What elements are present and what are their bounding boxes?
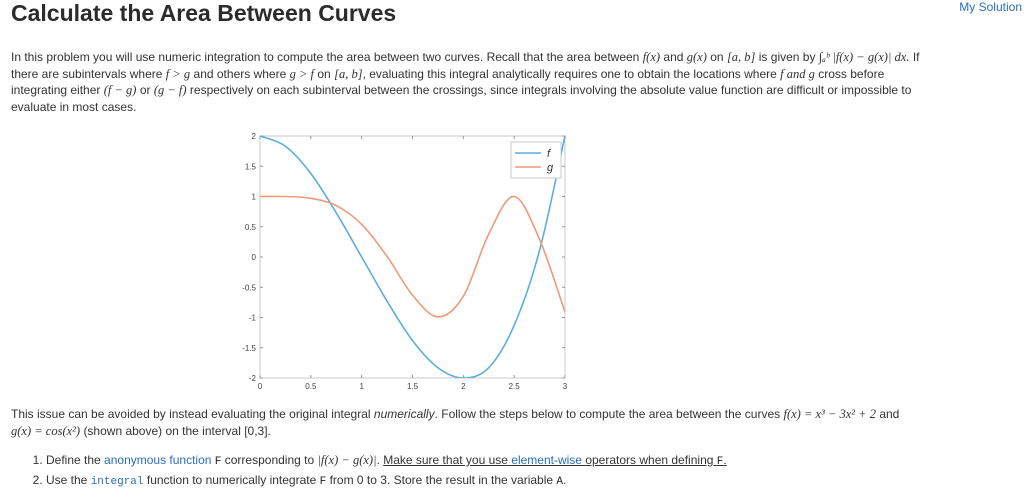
intro-text: respectively on each subinterval between… <box>189 83 912 97</box>
page-title: Calculate the Area Between Curves <box>11 0 397 26</box>
code-F: F <box>319 476 327 488</box>
series-line-f <box>260 136 565 378</box>
math-f-definition: f(x) = x³ − 3x² + 2 <box>783 407 876 421</box>
y-tick-label: 1.5 <box>245 162 257 171</box>
intro-text: is given by <box>758 50 816 64</box>
intro-text: on <box>317 66 331 81</box>
step-text: from 0 to 3. Store the result in the var… <box>329 473 554 487</box>
math-g-minus-f: (g − f) <box>153 83 187 97</box>
intro-text: In this problem you will use numeric int… <box>11 50 640 64</box>
math-f-minus-g: (f − g) <box>103 83 137 97</box>
legend-box <box>510 141 562 179</box>
legend-label-f: f <box>547 148 551 160</box>
step-text: function to numerically integrate <box>146 473 317 487</box>
body-paragraph: This issue can be avoided by instead eva… <box>11 406 1011 439</box>
plot-svg: 0 0.5 1 1.5 2 2.5 3 -2 -1.5 -1 -0.5 0 0.5 1 1.5 2 fg <box>242 132 568 391</box>
intro-text: on <box>710 50 724 64</box>
x-tick-label: 2 <box>461 382 466 391</box>
step-item: Use the integral function to numerically… <box>46 471 727 491</box>
math-integral: ∫ₐᵇ |f(x) − g(x)| dx. <box>818 50 910 64</box>
y-tick-label: -0.5 <box>242 283 256 292</box>
elementwise-note: Make sure that you use element-wise oper… <box>383 453 727 468</box>
intro-text: or <box>139 83 151 97</box>
body-text: This issue can be avoided by instead eva… <box>11 407 371 421</box>
math-f-x: f(x) <box>642 50 661 64</box>
code-F: F <box>716 456 724 468</box>
y-tick-label: -2 <box>249 374 257 383</box>
intro-text: there are subintervals where <box>11 66 163 81</box>
series-line-g <box>260 195 565 318</box>
math-interval: [a, b] <box>334 66 363 81</box>
y-tick-label: -1.5 <box>242 344 256 353</box>
step-text: . <box>563 473 567 487</box>
intro-paragraph: In this problem you will use numeric int… <box>11 49 1011 115</box>
x-tick-label: 1 <box>359 382 364 391</box>
x-tick-label: 1.5 <box>407 382 419 391</box>
math-g-x: g(x) <box>686 50 707 64</box>
emphasis-numerically: numerically <box>373 407 435 421</box>
math-g-gt-f: g > f <box>289 66 315 81</box>
my-solution-link[interactable]: My Solution <box>959 0 1022 14</box>
integral-function-link[interactable]: integral <box>90 476 144 488</box>
code-F: F <box>214 456 222 468</box>
math-abs-diff: |f(x) − g(x)| <box>317 453 377 467</box>
math-f-gt-g: f > g <box>165 66 191 81</box>
y-tick-label: 0.5 <box>245 223 257 232</box>
steps-list: Define the anonymous function F correspo… <box>28 451 727 491</box>
x-tick-label: 0 <box>258 382 263 391</box>
y-tick-label: 2 <box>252 132 257 141</box>
y-tick-label: 1 <box>252 193 257 202</box>
note-text: . <box>723 453 727 467</box>
intro-text: and others where <box>193 66 287 81</box>
math-f-and-g: f and g <box>780 66 815 81</box>
y-tick-label: -1 <box>249 314 257 323</box>
note-text: operators when defining <box>585 453 714 467</box>
note-text: Make sure that you use <box>383 453 508 467</box>
intro-text: integrating either <box>11 83 101 97</box>
y-tick-label: 0 <box>252 253 257 262</box>
intro-text: cross before <box>818 66 885 81</box>
intro-text: , evaluating this integral analytically … <box>362 66 777 81</box>
step-text: Define the <box>46 453 101 467</box>
anonymous-function-link[interactable]: anonymous function <box>104 453 212 467</box>
math-interval: [a, b] <box>726 50 756 64</box>
body-text: (shown above) on the interval [0,3]. <box>83 423 271 438</box>
body-text: and <box>879 407 900 421</box>
intro-text: and <box>663 50 684 64</box>
body-text: . Follow the steps below to compute the … <box>434 407 781 421</box>
step-item: Define the anonymous function F correspo… <box>46 451 727 471</box>
step-text: Use the <box>46 473 88 487</box>
intro-text: If <box>912 50 920 64</box>
x-tick-label: 3 <box>563 382 568 391</box>
code-A: A <box>556 476 563 488</box>
step-text: . <box>376 453 380 467</box>
x-tick-label: 2.5 <box>509 382 521 391</box>
step-text: corresponding to <box>224 453 315 467</box>
math-g-definition: g(x) = cos(x²) <box>11 423 81 438</box>
x-tick-label: 0.5 <box>305 382 317 391</box>
intro-text: evaluate in most cases. <box>11 99 137 114</box>
element-wise-link[interactable]: element-wise <box>511 453 582 467</box>
legend-label-g: g <box>547 162 554 174</box>
